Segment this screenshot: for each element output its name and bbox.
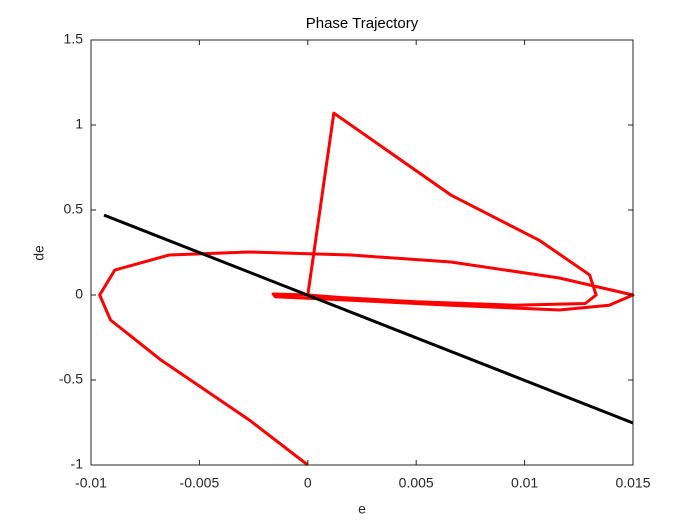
y-tick-label: 0	[75, 286, 83, 302]
trajectory-line	[103, 213, 634, 425]
y-tick-label: 1.5	[64, 31, 84, 47]
x-tick-label: 0.015	[615, 475, 650, 491]
y-tick-label: -0.5	[59, 371, 83, 387]
x-tick-label: -0.01	[75, 475, 107, 491]
x-tick-label: 0.005	[399, 475, 434, 491]
y-axis-label: de	[31, 245, 47, 261]
x-axis-label: e	[358, 501, 366, 517]
y-tick-label: -1	[71, 456, 84, 472]
chart-title: Phase Trajectory	[306, 15, 419, 32]
y-tick-label: 0.5	[64, 201, 84, 217]
trajectory-line	[98, 111, 635, 467]
x-tick-label: 0	[304, 475, 312, 491]
x-tick-label: -0.005	[180, 475, 220, 491]
y-tick-label: 1	[75, 116, 83, 132]
plot-frame	[90, 39, 634, 466]
x-tick-label: 0.01	[511, 475, 538, 491]
